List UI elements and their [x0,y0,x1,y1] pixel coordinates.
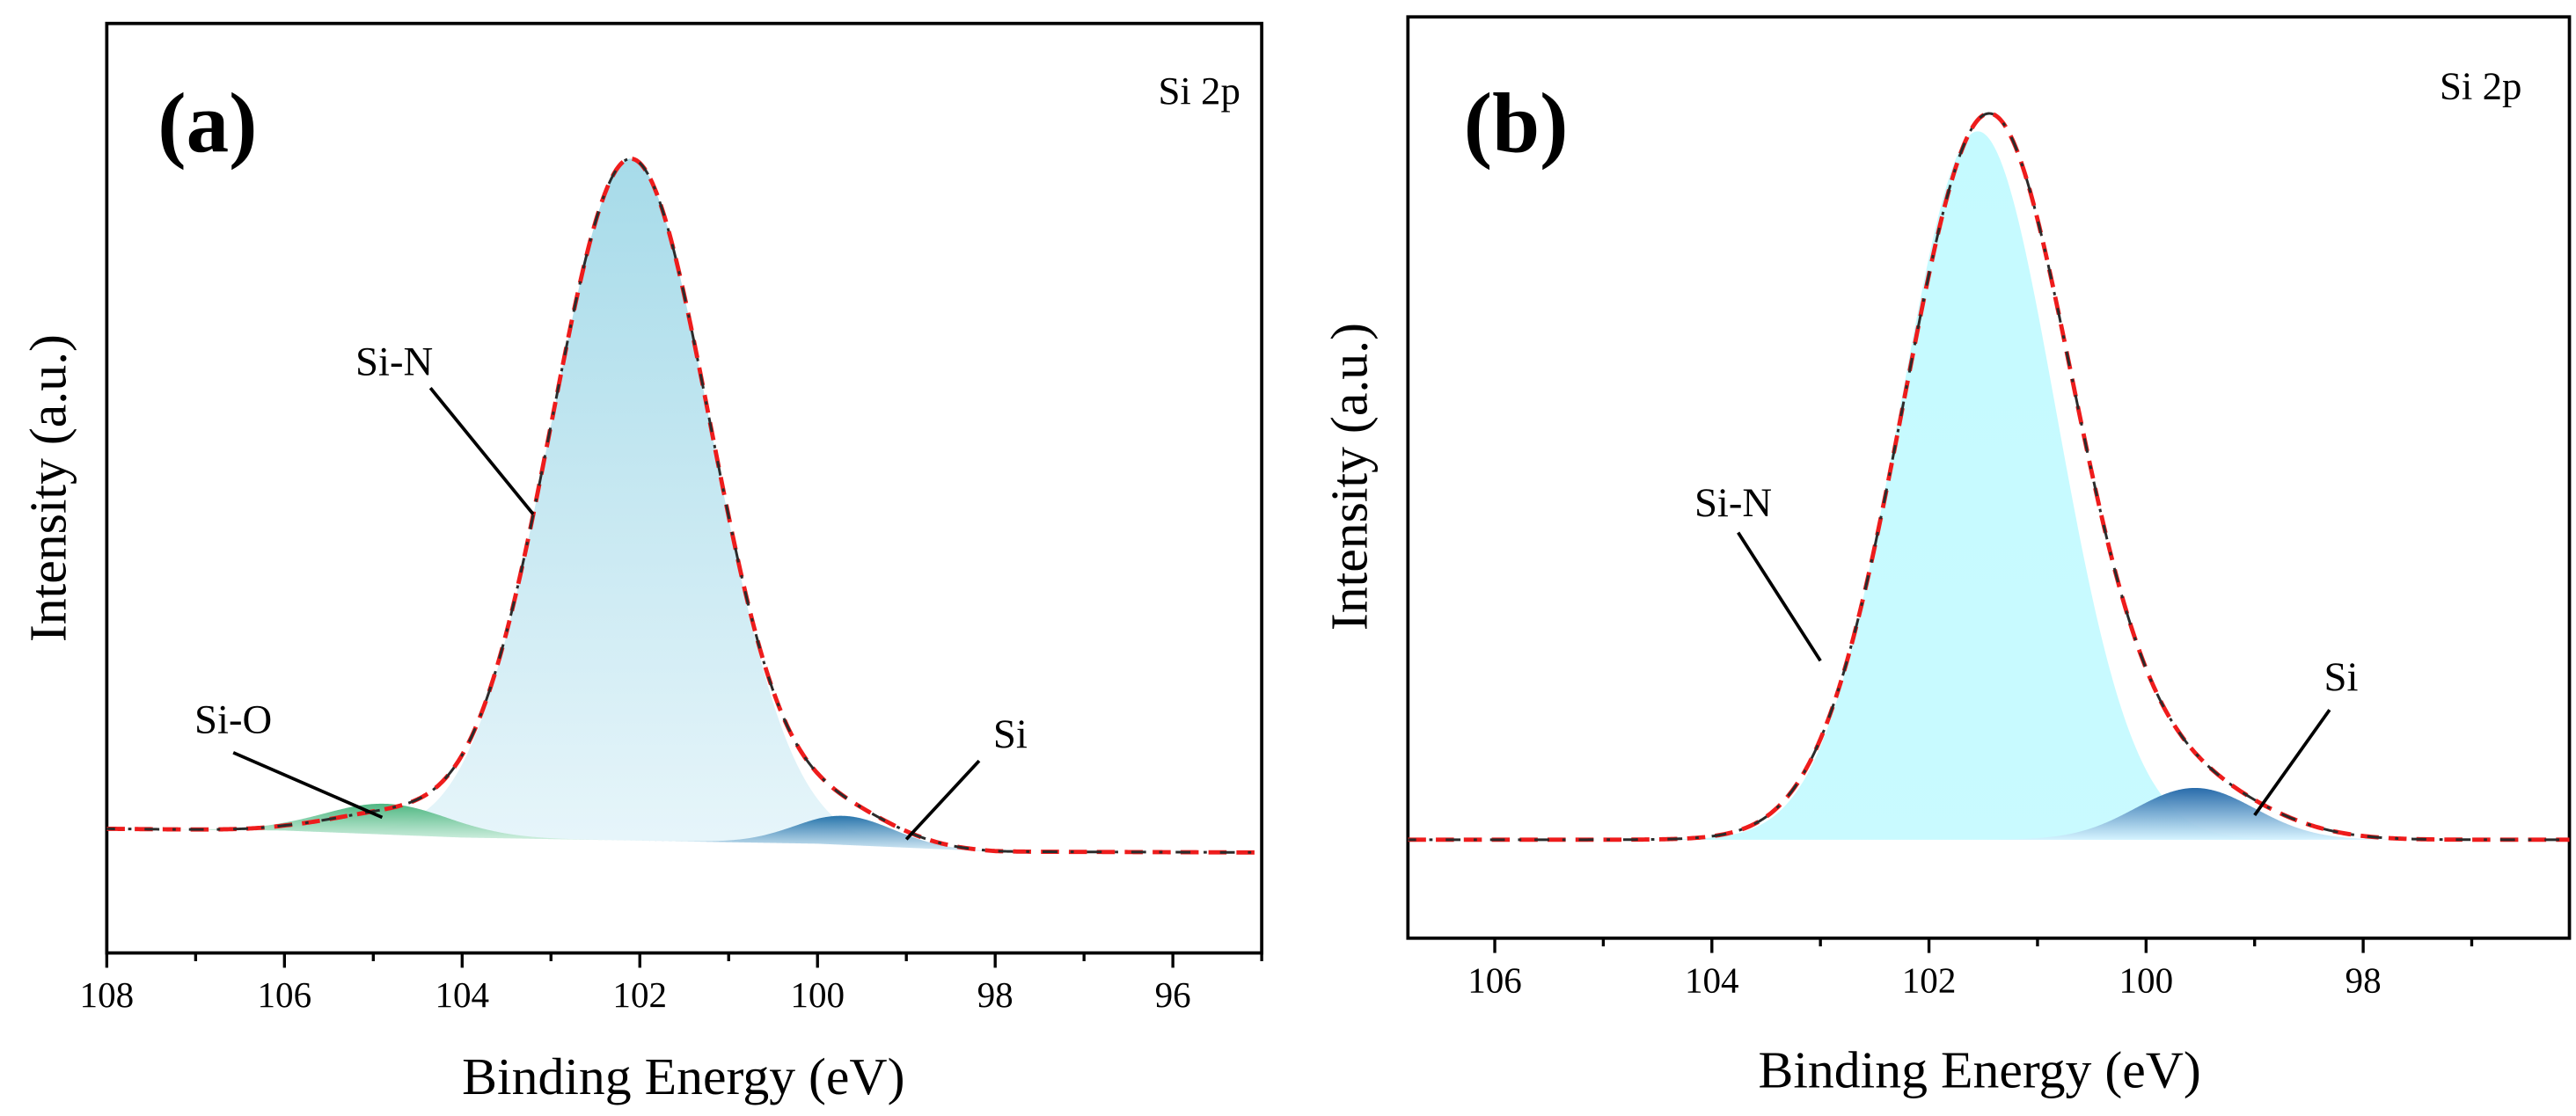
fit-components-b [1649,131,2446,840]
x-tick-label-100-a: 100 [790,974,845,1015]
y-axis-label-a: Intensity (a.u.) [19,334,77,642]
annotation-si-o-a: Si-O [194,697,272,742]
x-tick-label-104-b: 104 [1685,959,1739,1000]
spectrum-title-b: Si 2p [2440,64,2521,108]
fit-components-a [125,158,1050,852]
component-fill-si-o-a [125,803,648,842]
x-tick-label-100-b: 100 [2119,959,2174,1000]
annotation-si-a: Si [993,711,1028,757]
envelope-dashdot-a [106,157,1262,854]
x-ticks-b: 106 104 102 100 98 [1467,937,2474,1000]
x-ticks-a: 108 106 104 102 100 98 96 [80,952,1263,1015]
y-axis-label-b: Intensity (a.u.) [1321,323,1379,631]
component-fill-si-b [1943,787,2446,840]
component-fill-si-a [639,815,1050,852]
component-fill-si-n-a [295,158,967,850]
spectrum-title-a: Si 2p [1158,69,1240,113]
annotation-leaders-a [232,387,981,841]
x-tick-label-98-b: 98 [2345,959,2382,1000]
x-tick-label-96-a: 96 [1155,974,1191,1015]
x-tick-label-102-b: 102 [1902,959,1957,1000]
leader-line-si-o-a [232,751,384,820]
component-fill-si-n-b [1649,131,2307,840]
annotation-si-n-a: Si-N [355,339,433,384]
x-axis-label-a: Binding Energy (eV) [462,1047,904,1105]
panel-a: 108 106 104 102 100 98 96 (a) Si 2p Si-N Si-O … [19,21,1263,1105]
envelope-dashdot-b [1408,112,2570,842]
x-tick-label-98-a: 98 [977,974,1014,1015]
x-tick-label-104-a: 104 [435,974,489,1015]
leader-line-si-b [2253,709,2331,817]
x-tick-label-106-b: 106 [1467,959,1522,1000]
envelope-line-a [106,157,1262,855]
panel-b: 106 104 102 100 98 (b) Si 2p Si-N Si Binding… [1321,15,2572,1099]
leader-line-si-a [904,759,981,841]
envelope-line-b [1408,111,2570,842]
x-tick-label-102-a: 102 [612,974,667,1015]
x-axis-label-b: Binding Energy (eV) [1758,1041,2200,1099]
x-tick-label-108-a: 108 [80,974,135,1015]
leader-line-si-n-a [428,387,535,515]
leader-line-si-n-b [1737,531,1822,662]
annotation-leaders-b [1737,531,2331,817]
annotation-si-b: Si [2324,654,2359,700]
panel-label-b: (b) [1464,76,1569,171]
annotation-si-n-b: Si-N [1694,480,1772,526]
x-tick-label-106-a: 106 [258,974,312,1015]
panel-label-a: (a) [157,76,257,171]
